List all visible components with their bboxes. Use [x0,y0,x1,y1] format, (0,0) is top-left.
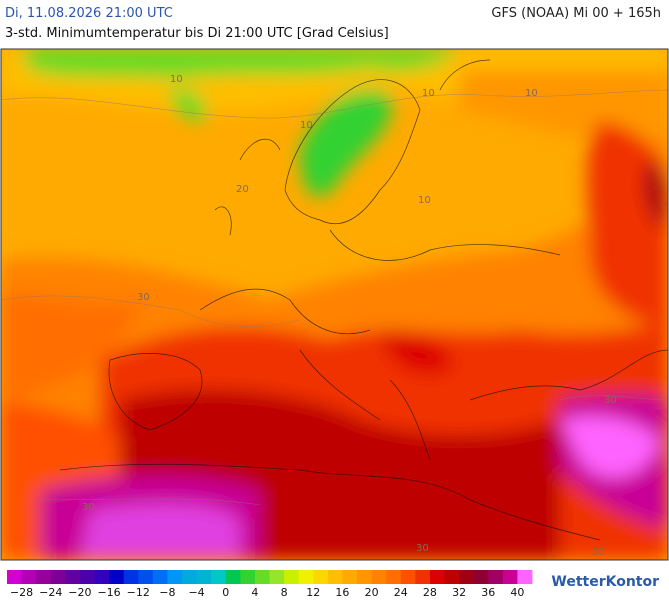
colorbar-swatch [415,570,431,584]
colorbar-swatch [109,570,125,584]
colorbar-swatch [444,570,460,584]
colorbar-label: 32 [452,586,466,599]
colorbar-swatch [284,570,300,584]
colorbar-label: 8 [281,586,288,599]
colorbar-swatch [459,570,475,584]
contour-label: 30 [82,502,95,513]
colorbar-swatch [298,570,314,584]
colorbar-swatch [400,570,416,584]
colorbar-label: −20 [68,586,91,599]
colorbar-label: 0 [222,586,229,599]
colorbar-swatch [167,570,183,584]
colorbar-swatch [65,570,81,584]
colorbar-swatch [36,570,52,584]
contour-label: 10 [300,120,313,131]
colorbar-swatch [269,570,285,584]
colorbar-label: 12 [306,586,320,599]
colorbar-swatch [225,570,241,584]
colorbar-swatch [342,570,358,584]
contour-label: 10 [418,195,431,206]
contour-label: 10 [170,74,183,85]
colorbar-label: −16 [97,586,120,599]
colorbar-swatch [94,570,110,584]
contour-label: 10 [525,88,538,99]
contour-label: 30 [137,292,150,303]
date: Di, 11.08.2026 21:00 UTC [5,6,173,21]
map-title: 3-std. Minimumtemperatur bis Di 21:00 UT… [5,26,389,41]
colorbar-label: 24 [394,586,408,599]
colorbar-swatch [502,570,518,584]
colorbar-label: 20 [365,586,379,599]
contour-label: 30 [604,395,617,406]
colorbar-swatch [50,570,66,584]
colorbar-label: −8 [159,586,175,599]
colorbar-label: −4 [188,586,204,599]
colorbar-swatch [357,570,372,584]
colorbar-label: 36 [481,586,495,599]
colorbar-swatch [196,570,212,584]
colorbar-label: 16 [335,586,349,599]
colorbar-label: −28 [10,586,33,599]
colorbar-swatch [254,570,270,584]
colorbar-swatch [473,570,489,584]
contour-label: 30 [416,543,429,554]
colorbar-swatch [386,570,402,584]
colorbar-swatch [152,570,168,584]
colorbar-swatch [313,570,329,584]
colorbar-swatch [21,570,37,584]
colorbar-swatch [138,570,154,584]
colorbar-swatch [327,570,343,584]
contour-label: 20 [236,184,249,195]
contour-label: 30 [592,547,605,558]
colorbar-label: 28 [423,586,437,599]
colorbar-swatch [240,570,256,584]
model-run: GFS (NOAA) Mi 00 + 165h [491,6,661,21]
colorbar-label: −24 [39,586,62,599]
colorbar-swatch [211,570,227,584]
colorbar-label: 40 [510,586,524,599]
colorbar-swatch [123,570,139,584]
colorbar-swatch [429,570,445,584]
colorbar-swatch [182,570,197,584]
contour-label: 10 [422,88,435,99]
colorbar-swatch [371,570,387,584]
colorbar-swatch [488,570,504,584]
colorbar-label: 4 [251,586,258,599]
logo: WetterKontor [551,574,659,590]
map-frame [0,48,669,561]
colorbar-swatch [517,570,533,584]
colorbar-swatch [79,570,95,584]
colorbar-label: −12 [127,586,150,599]
colorbar-swatch [7,570,22,584]
